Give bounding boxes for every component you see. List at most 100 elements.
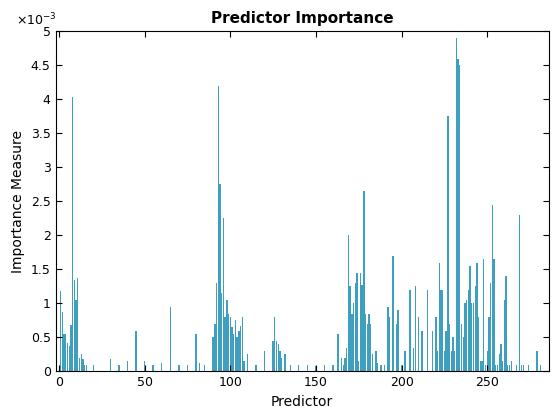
Bar (435, 317, 436, 371)
Bar (72, 97, 73, 371)
Bar (223, 218, 224, 371)
Bar (346, 348, 347, 371)
Bar (418, 317, 419, 371)
Bar (362, 285, 363, 371)
Bar (497, 365, 498, 371)
Bar (226, 300, 227, 371)
Text: $\times10^{-3}$: $\times10^{-3}$ (16, 11, 57, 28)
Bar (264, 351, 265, 371)
Bar (281, 358, 282, 371)
Bar (519, 215, 520, 371)
Bar (144, 361, 145, 371)
Bar (351, 314, 353, 371)
Bar (276, 341, 277, 371)
Bar (240, 326, 241, 371)
Bar (344, 358, 346, 371)
Bar (68, 346, 70, 371)
Bar (161, 363, 162, 371)
Bar (370, 324, 371, 371)
Bar (452, 337, 454, 371)
Bar (365, 314, 366, 371)
Bar (522, 365, 524, 371)
Bar (493, 259, 494, 371)
Bar (466, 300, 468, 371)
Bar (461, 324, 462, 371)
Bar (178, 365, 180, 371)
Bar (238, 331, 240, 371)
Bar (315, 366, 316, 371)
Bar (63, 334, 65, 371)
Bar (204, 365, 206, 371)
Bar (186, 365, 188, 371)
Bar (509, 365, 510, 371)
Bar (458, 59, 459, 371)
Bar (444, 351, 445, 371)
Bar (389, 317, 390, 371)
Bar (86, 365, 87, 371)
Bar (507, 365, 508, 371)
Bar (464, 304, 465, 371)
Bar (360, 273, 361, 371)
Bar (380, 365, 382, 371)
Bar (70, 325, 72, 371)
Bar (478, 317, 479, 371)
Bar (243, 361, 245, 371)
Bar (485, 365, 486, 371)
Bar (449, 324, 450, 371)
Bar (353, 304, 354, 371)
Bar (492, 205, 493, 371)
Bar (324, 365, 325, 371)
Bar (255, 365, 256, 371)
Bar (463, 337, 464, 371)
Bar (427, 290, 428, 371)
Bar (505, 276, 507, 371)
Bar (502, 361, 503, 371)
Bar (236, 337, 238, 371)
Bar (490, 283, 491, 371)
Bar (409, 290, 411, 371)
Bar (432, 331, 433, 371)
Bar (487, 351, 488, 371)
Bar (231, 327, 232, 371)
Bar (354, 283, 356, 371)
Bar (495, 365, 497, 371)
Bar (503, 300, 505, 371)
Bar (413, 348, 414, 371)
Bar (84, 365, 85, 371)
Bar (482, 361, 483, 371)
Bar (272, 341, 274, 371)
Bar (521, 365, 522, 371)
Bar (343, 365, 344, 371)
Bar (212, 337, 214, 371)
Bar (341, 358, 342, 371)
Bar (332, 365, 334, 371)
Bar (377, 363, 378, 371)
Bar (372, 354, 373, 371)
Bar (393, 256, 394, 371)
Bar (92, 365, 94, 371)
Bar (511, 361, 512, 371)
Bar (368, 314, 370, 371)
Bar (74, 280, 75, 371)
Bar (220, 184, 221, 371)
Bar (67, 343, 68, 371)
Bar (152, 365, 154, 371)
Bar (469, 266, 471, 371)
Bar (241, 317, 243, 371)
Bar (233, 334, 235, 371)
Bar (307, 365, 308, 371)
Bar (110, 359, 111, 371)
Bar (235, 320, 236, 371)
Bar (230, 317, 231, 371)
Bar (278, 344, 279, 371)
Bar (480, 361, 481, 371)
Bar (454, 351, 455, 371)
Bar (298, 365, 300, 371)
Bar (498, 354, 500, 371)
Bar (290, 365, 291, 371)
Bar (349, 286, 351, 371)
Bar (442, 290, 444, 371)
Title: Predictor Importance: Predictor Importance (211, 11, 394, 26)
Bar (62, 312, 63, 371)
Bar (528, 365, 529, 371)
